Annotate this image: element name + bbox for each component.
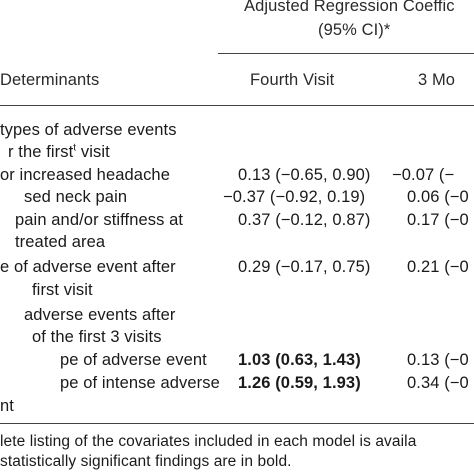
cell-fourth-visit: −0.37 (−0.92, 0.19) — [223, 188, 366, 206]
cell-fourth-visit: 0.29 (−0.17, 0.75) — [238, 258, 371, 276]
column-header-fourth-visit: Fourth Visit — [250, 71, 335, 89]
cell-3-months: 0.13 (−0 — [407, 351, 469, 369]
cell-3-months: 0.17 (−0 — [407, 211, 469, 229]
cell-fourth-visit: 0.13 (−0.65, 0.90) — [238, 166, 371, 184]
cell-3-months: 0.21 (−0 — [407, 258, 469, 276]
cell-3-months: 0.06 (−0 — [407, 188, 469, 206]
row-label: of the first 3 visits — [32, 328, 162, 346]
column-header-determinants: Determinants — [0, 71, 100, 89]
group-header-rule — [218, 53, 474, 54]
row-label: pe of intense adverse — [60, 374, 220, 392]
row-label: pe of adverse event — [60, 351, 207, 369]
row-label: e of adverse event after — [0, 258, 176, 276]
row-label: types of adverse events — [0, 121, 177, 139]
row-label: treated area — [15, 233, 106, 251]
row-label: sed neck pain — [24, 188, 128, 206]
column-header-3-months: 3 Mo — [418, 71, 456, 89]
row-label: first visit — [32, 281, 93, 299]
cell-fourth-visit-significant: 1.26 (0.59, 1.93) — [238, 374, 361, 392]
group-title-line1: Adjusted Regression Coeffic — [244, 0, 455, 15]
group-title-line2: (95% CI)* — [318, 21, 391, 39]
row-label: r the firstt visit — [8, 142, 110, 161]
cell-3-months: −0.07 (− — [392, 166, 455, 184]
cell-fourth-visit-significant: 1.03 (0.63, 1.43) — [238, 351, 361, 369]
row-label: or increased headache — [0, 166, 170, 184]
cell-3-months: 0.34 (−0 — [407, 374, 469, 392]
row-label: pain and/or stiffness at — [15, 211, 184, 229]
row-label: nt — [0, 397, 14, 415]
cell-fourth-visit: 0.37 (−0.12, 0.87) — [238, 211, 371, 229]
row-label: adverse events after — [24, 306, 176, 324]
footnote-line1: lete listing of the covariates included … — [0, 433, 417, 450]
footnote-line2: statistically significant findings are i… — [0, 453, 292, 470]
table-bottom-rule — [0, 423, 474, 424]
header-bottom-rule — [0, 105, 474, 106]
